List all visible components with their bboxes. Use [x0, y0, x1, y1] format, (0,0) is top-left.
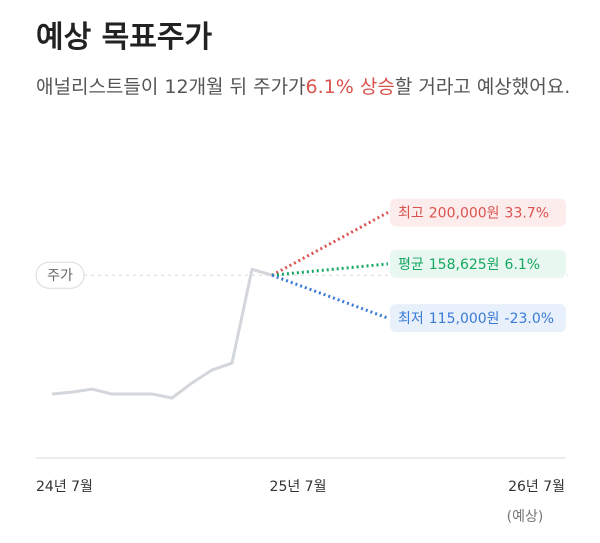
- subtitle-text: 애널리스트들이 12개월 뒤 주가가: [36, 76, 306, 98]
- target-line: [271, 211, 389, 277]
- target-price: 158,625원: [429, 257, 500, 273]
- target-label: 평균 158,625원 6.1%: [398, 257, 540, 273]
- subtitle-text: 할 거라고 예상했어요.: [394, 76, 571, 98]
- x-tick-label: 26년 7월: [508, 479, 565, 495]
- x-tick-label: 25년 7월: [270, 479, 327, 495]
- current-label: 주가: [47, 268, 73, 284]
- target-name: 최고: [398, 205, 424, 221]
- target-line: [271, 273, 389, 320]
- target-change: 33.7%: [505, 205, 549, 221]
- target-price: 115,000원: [429, 311, 500, 327]
- target-label: 최저 115,000원 -23.0%: [398, 311, 554, 327]
- subtitle: 애널리스트들이 12개월 뒤 주가가6.1% 상승할 거라고 예상했어요.: [36, 68, 576, 106]
- target-pill: [390, 304, 566, 333]
- target-change: -23.0%: [505, 311, 555, 327]
- x-tick-label: 24년 7월: [36, 479, 93, 495]
- target-price: 200,000원: [429, 205, 500, 221]
- target-name: 최저: [398, 311, 424, 327]
- target-label: 최고 200,000원 33.7%: [398, 205, 549, 221]
- target-name: 평균: [398, 257, 424, 273]
- target-change: 6.1%: [505, 257, 541, 273]
- subtitle-highlight: 6.1% 상승: [305, 76, 395, 98]
- x-note: (예상): [507, 509, 544, 525]
- target-pill: [390, 198, 566, 227]
- target-pill: [390, 249, 566, 278]
- title: 예상 목표주가: [36, 20, 213, 55]
- current-pill: [35, 261, 85, 289]
- price-line: [51, 267, 273, 400]
- target-line: [271, 262, 389, 277]
